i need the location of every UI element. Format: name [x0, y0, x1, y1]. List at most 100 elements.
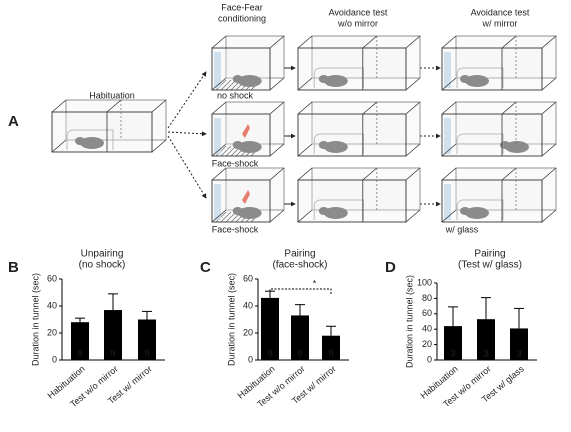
tunnel — [456, 67, 504, 88]
y-tick-label: 40 — [422, 324, 432, 334]
chamber-edge — [441, 167, 457, 181]
tunnel — [66, 129, 114, 150]
arrow — [167, 131, 207, 137]
chamber-edge — [51, 99, 67, 113]
chamber-back — [455, 101, 557, 145]
condition-label: Face-shock — [212, 224, 259, 234]
panel-label: C — [200, 259, 211, 276]
mouse — [237, 207, 262, 219]
mirror — [214, 118, 221, 154]
chamber-edge — [405, 101, 421, 115]
chamber — [441, 101, 557, 157]
chamber — [441, 167, 557, 223]
chamber-edge — [51, 139, 67, 153]
mirror — [444, 184, 451, 220]
bar — [71, 322, 89, 360]
chamber-edge — [297, 101, 313, 115]
y-tick-label: 60 — [47, 273, 57, 283]
tunnel — [313, 133, 364, 154]
mouse — [237, 75, 262, 87]
chamber-edge — [269, 101, 285, 115]
n-label: 3 — [516, 348, 521, 358]
mouse-head — [232, 75, 243, 83]
chamber-edge — [405, 77, 421, 91]
chamber-front — [441, 179, 543, 223]
chamber-front — [441, 47, 543, 91]
chamber-edge — [297, 167, 313, 181]
mouse — [237, 141, 262, 153]
chamber-edge — [211, 101, 227, 115]
chamber-edge — [211, 77, 227, 91]
chamber-front — [211, 113, 271, 157]
mouse-head — [318, 75, 329, 83]
n-label: 3 — [450, 348, 455, 358]
condition-label: no shock — [217, 90, 254, 100]
chamber-edge — [211, 209, 227, 223]
mouse — [505, 141, 529, 153]
mouse — [465, 75, 489, 87]
n-label: 3 — [483, 348, 488, 358]
column-header: w/ mirror — [482, 18, 518, 28]
bar — [322, 335, 340, 360]
y-axis-title: Duration in tunnel (sec) — [30, 273, 40, 366]
y-tick-label: 0 — [52, 354, 57, 364]
chamber-edge — [269, 143, 285, 157]
chamber-front — [211, 47, 271, 91]
tunnel — [456, 199, 504, 220]
chamber-edge — [269, 167, 285, 181]
divider — [501, 167, 517, 181]
grid-floor — [220, 145, 232, 157]
chamber-back — [225, 167, 285, 211]
mouse-head — [460, 75, 470, 83]
chamber-back — [311, 35, 421, 79]
mirror — [444, 118, 451, 154]
chamber — [211, 167, 285, 223]
mouse — [80, 137, 104, 149]
divider — [106, 99, 122, 113]
chamber — [441, 35, 557, 91]
diagram-drawing — [51, 35, 557, 223]
y-tick-label: 80 — [422, 293, 432, 303]
chart-subtitle: (no shock) — [79, 260, 126, 271]
mouse-head — [318, 141, 329, 149]
condition-label: Face-shock — [212, 158, 259, 168]
mouse — [465, 207, 489, 219]
mouse — [323, 207, 348, 219]
chart-subtitle: (face-shock) — [272, 260, 327, 271]
habituation-label: Habituation — [89, 90, 135, 100]
y-axis-title: Duration in tunnel (sec) — [226, 273, 236, 366]
n-label: 9 — [110, 348, 115, 358]
bar — [138, 319, 156, 360]
chamber-edge — [405, 143, 421, 157]
bar — [261, 297, 279, 360]
y-tick-label: 40 — [243, 300, 253, 310]
chamber — [211, 35, 285, 91]
chamber-back — [225, 101, 285, 145]
grid-floor — [220, 211, 232, 223]
chamber-edge — [441, 101, 457, 115]
chamber-edge — [297, 77, 313, 91]
mouse-head — [75, 137, 85, 145]
chamber-back — [455, 167, 557, 211]
y-tick-label: 0 — [248, 354, 253, 364]
column-header: Face-Fear — [221, 2, 263, 12]
chamber-edge — [541, 77, 557, 91]
bar — [291, 315, 309, 360]
mouse-head — [232, 141, 243, 149]
chamber-edge — [441, 143, 457, 157]
mouse-head — [318, 207, 329, 215]
chamber-edge — [297, 209, 313, 223]
divider — [501, 35, 517, 49]
column-header: Avoidance test — [329, 7, 388, 17]
chamber-front — [297, 179, 407, 223]
grid-floor — [220, 79, 232, 91]
mouse-head — [460, 207, 470, 215]
shock — [242, 124, 250, 138]
significance-label: * — [313, 278, 317, 288]
arrow — [167, 135, 207, 199]
chamber-front — [297, 113, 407, 157]
chamber-edge — [297, 143, 313, 157]
arrow — [167, 71, 207, 129]
chamber-edge — [541, 143, 557, 157]
